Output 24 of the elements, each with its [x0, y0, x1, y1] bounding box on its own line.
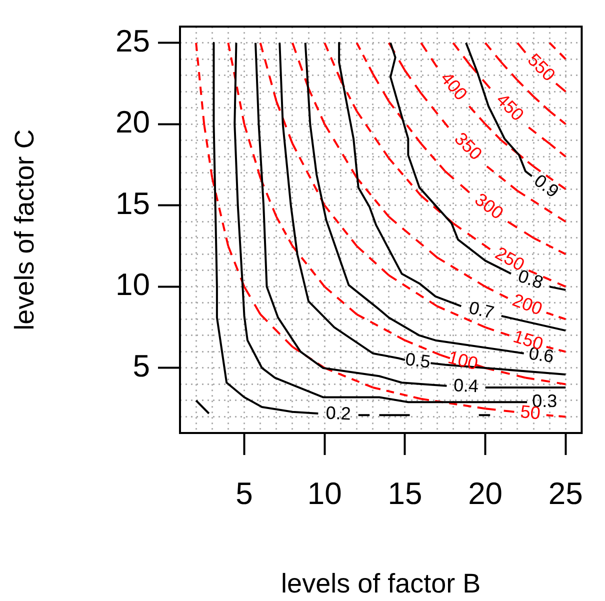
text: 200 — [510, 290, 546, 320]
y-tick-label: 25 — [116, 23, 150, 58]
x-axis-title: levels of factor B — [281, 568, 481, 598]
text: 350 — [450, 128, 486, 164]
y-axis-title: levels of factor C — [10, 129, 40, 330]
text: 100 — [446, 347, 480, 374]
text: 0.7 — [467, 297, 496, 323]
y-tick-label: 5 — [132, 348, 150, 384]
x-tick-label: 20 — [468, 476, 503, 512]
text: 300 — [471, 189, 508, 224]
x-tick-label: 5 — [236, 476, 253, 512]
x-tick-label: 25 — [548, 476, 583, 512]
series-label: 0.2 — [325, 402, 352, 424]
text: 0.9 — [530, 170, 562, 202]
y-tick-label: 20 — [116, 104, 150, 140]
text: 550 — [524, 50, 560, 86]
x-tick-label: 15 — [388, 476, 422, 512]
text: 0.5 — [404, 348, 432, 372]
y-tick-label: 10 — [116, 267, 150, 302]
text: 450 — [492, 89, 528, 125]
x-tick-label: 10 — [307, 476, 342, 512]
series-label: 0.4 — [453, 375, 479, 396]
text: 400 — [436, 68, 472, 104]
y-tick-label: 15 — [116, 186, 150, 221]
